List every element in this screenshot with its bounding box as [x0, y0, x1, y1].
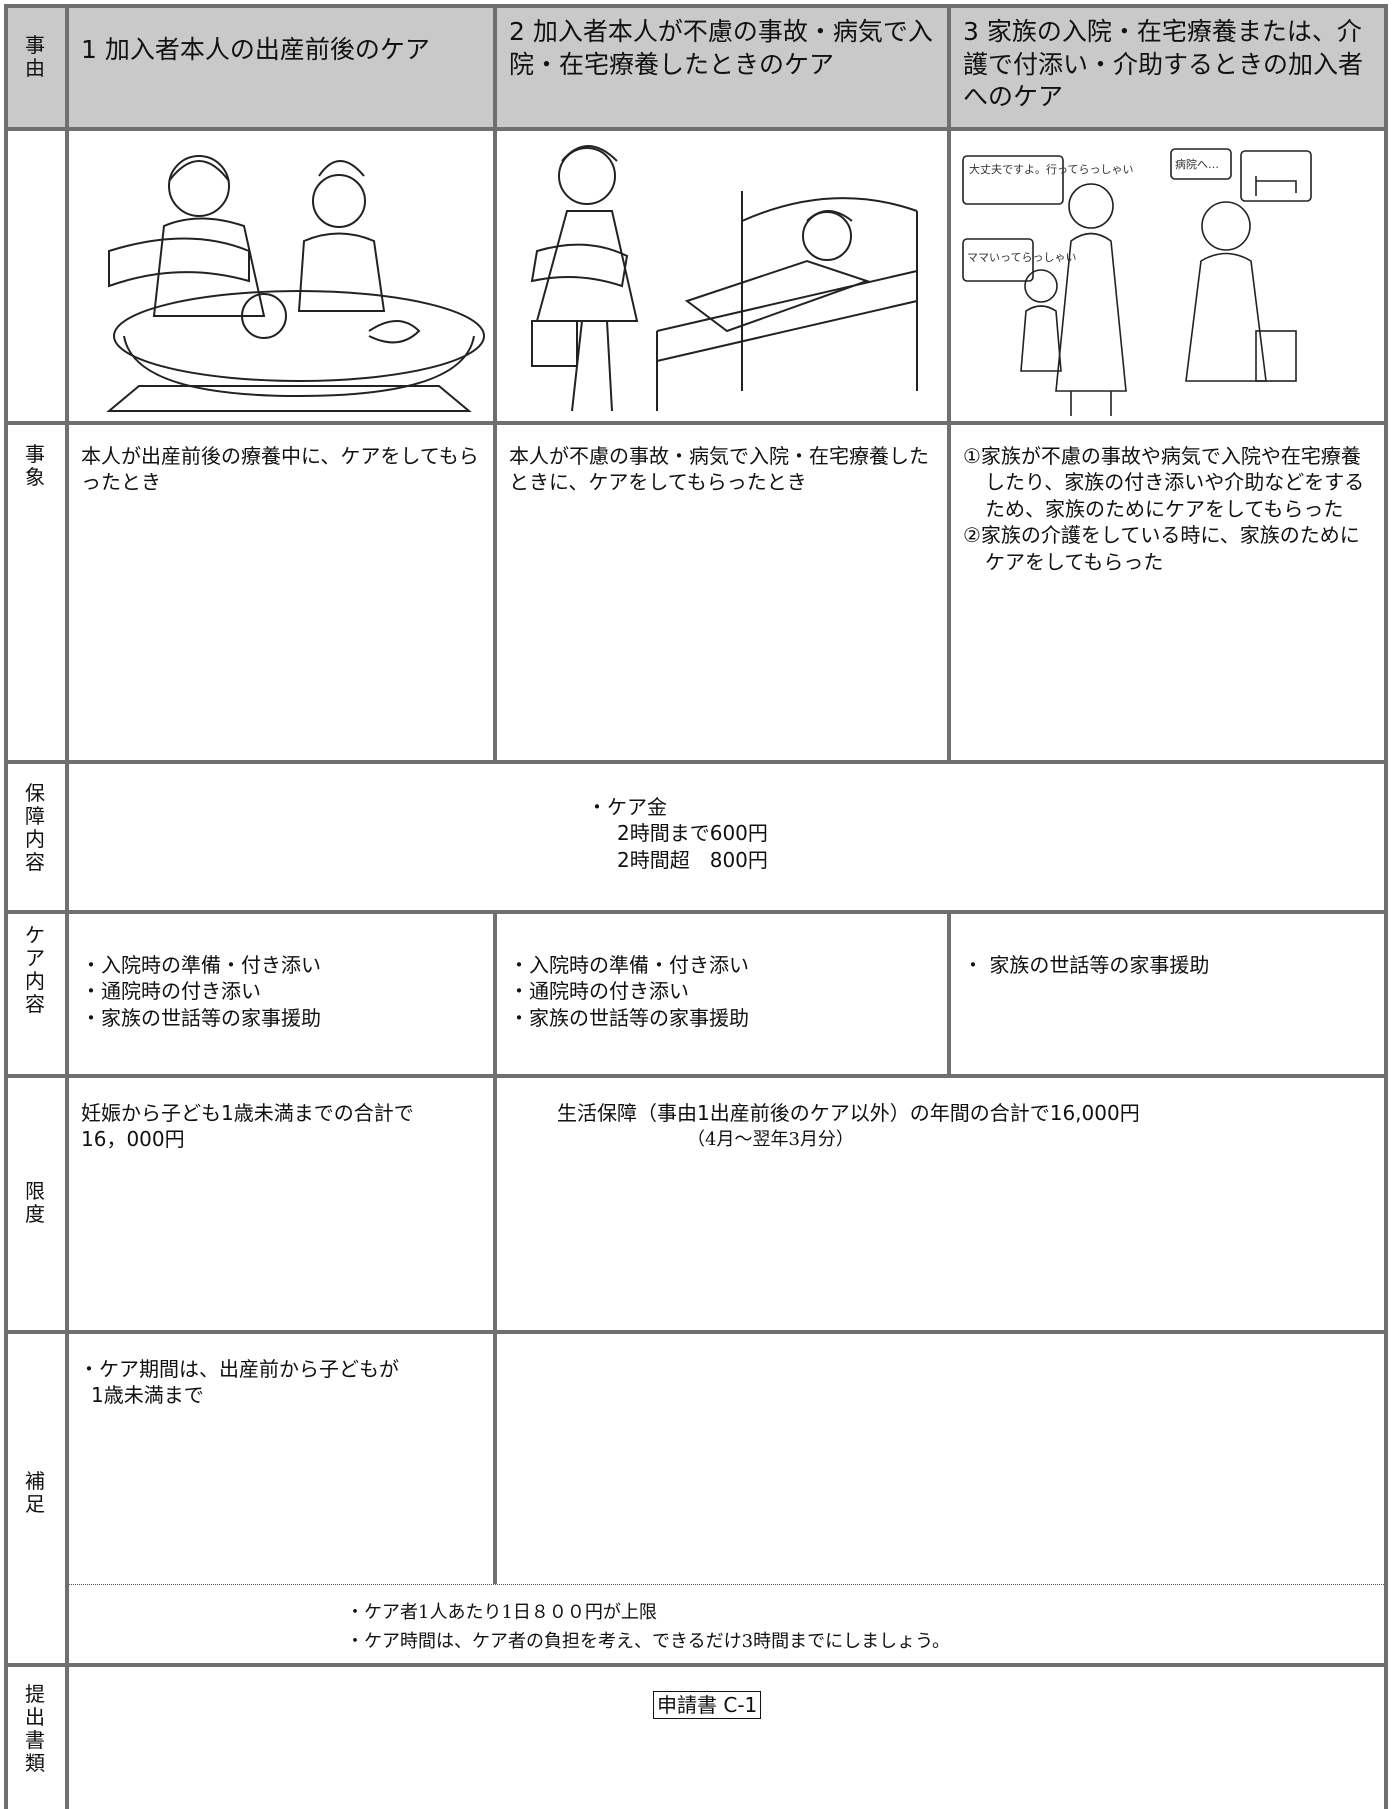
speech-bubble: ママいってらっしゃい	[967, 251, 1076, 264]
limit-note: （4月～翌年3月分）	[687, 1129, 854, 1150]
label-cell: 保障内容	[8, 764, 65, 910]
cell: ・入院時の準備・付き添い ・通院時の付き添い ・家族の世話等の家事援助	[497, 914, 947, 1074]
document-box: 申請書 C-1	[653, 1691, 762, 1720]
item: ・家族の世話等の家事援助	[509, 1005, 749, 1030]
item: ・入院時の準備・付き添い	[509, 953, 749, 977]
row-label: 補足	[25, 1469, 45, 1516]
limit-text: 生活保障（事由1出産前後のケア以外）の年間の合計で16,000円	[557, 1101, 1140, 1125]
notes-cell: ・ケア者1人あたり1日８００円が上限 ・ケア時間は、ケア者の負担を考え、できるだ…	[69, 1584, 1384, 1663]
speech-bubble: 病院へ…	[1175, 157, 1219, 171]
header-cell: 3 家族の入院・在宅療養または、介護で付添い・介助するときの加入者へのケア	[951, 8, 1384, 127]
header-label-cell: 事由	[8, 8, 65, 127]
speech-bubble: 大丈夫ですよ。行ってらっしゃい	[969, 162, 1133, 176]
row-label: 限度	[25, 1179, 45, 1226]
item: ・通院時の付き添い	[81, 979, 261, 1004]
header-label: 事由	[25, 33, 45, 80]
line: ・ケア金	[587, 795, 667, 819]
note: ・ケア者1人あたり1日８００円が上限	[346, 1602, 657, 1623]
item: ・入院時の準備・付き添い	[81, 953, 321, 977]
row-label: ケア内容	[25, 923, 45, 1016]
illustration-family: 大丈夫ですよ。行ってらっしゃい 病院へ… ママいってらっしゃい	[962, 148, 1312, 416]
image-cell	[497, 131, 947, 421]
line: 2時間まで600円	[617, 821, 768, 846]
header-cell: 2 加入者本人が不慮の事故・病気で入院・在宅療養したときのケア	[497, 8, 947, 127]
row-label: 保障内容	[25, 781, 45, 874]
item: ・家族の世話等の家事援助	[81, 1005, 321, 1030]
cell: ・ケア期間は、出産前から子どもが1歳未満まで	[69, 1334, 493, 1585]
empty-label-cell	[8, 131, 65, 421]
image-cell: 大丈夫ですよ。行ってらっしゃい 病院へ… ママいってらっしゃい	[951, 131, 1384, 421]
header-cell: 1 加入者本人の出産前後のケア	[69, 8, 493, 127]
illustration-bath	[106, 155, 485, 412]
item: ・ 家族の世話等の家事援助	[963, 953, 1210, 977]
label-cell: ケア内容	[8, 914, 65, 1074]
label-cell: 限度	[8, 1078, 65, 1330]
text-block: ・ケア金 2時間まで600円 2時間超 800円	[587, 794, 768, 873]
cell: 妊娠から子ども1歳未満までの合計で16，000円	[69, 1078, 493, 1330]
item: ・通院時の付き添い	[509, 979, 689, 1004]
cell: 生活保障（事由1出産前後のケア以外）の年間の合計で16,000円 （4月～翌年3…	[497, 1078, 1384, 1330]
cell: 本人が不慮の事故・病気で入院・在宅療養したときに、ケアをしてもらったとき	[497, 425, 947, 760]
label-cell: 事象	[8, 425, 65, 760]
line: 2時間超 800円	[617, 847, 768, 872]
row-label: 事象	[25, 442, 45, 489]
label-cell: 補足	[8, 1334, 65, 1663]
label-cell: 提出書類	[8, 1667, 65, 1809]
cell	[497, 1334, 1384, 1585]
cell: ・入院時の準備・付き添い ・通院時の付き添い ・家族の世話等の家事援助	[69, 914, 493, 1074]
cell: ・ケア金 2時間まで600円 2時間超 800円	[69, 764, 1384, 910]
image-cell	[69, 131, 493, 421]
cell: 申請書 C-1	[69, 1667, 1384, 1809]
row-label: 提出書類	[25, 1682, 45, 1775]
cell: ①家族が不慮の事故や病気で入院や在宅療養したり、家族の付き添いや介助などをするた…	[951, 425, 1384, 760]
cell: ・ 家族の世話等の家事援助	[951, 914, 1384, 1074]
illustration-hospital	[530, 145, 918, 412]
cell: 本人が出産前後の療養中に、ケアをしてもらったとき	[69, 425, 493, 760]
item: ②家族の介護をしている時に、家族のためにケアをしてもらった	[963, 523, 1360, 574]
item: ①家族が不慮の事故や病気で入院や在宅療養したり、家族の付き添いや介助などをするた…	[963, 444, 1365, 521]
note: ・ケア時間は、ケア者の負担を考え、できるだけ3時間までにしましょう。	[346, 1630, 951, 1652]
